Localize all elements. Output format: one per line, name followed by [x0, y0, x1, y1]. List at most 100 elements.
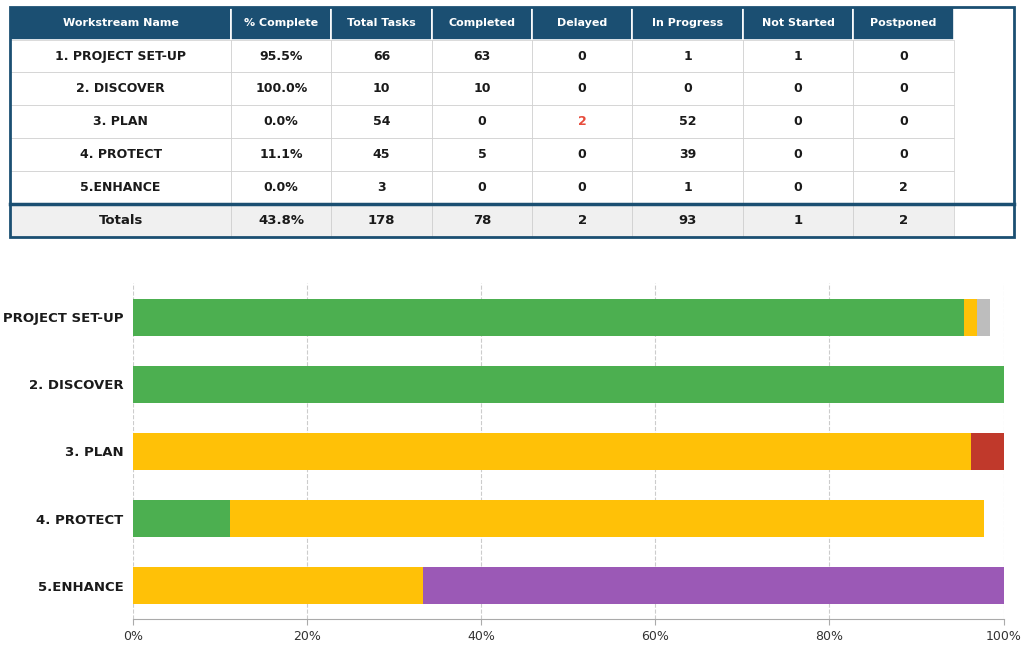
- Text: 0: 0: [794, 115, 803, 129]
- FancyBboxPatch shape: [633, 7, 742, 40]
- Text: 1: 1: [794, 49, 803, 63]
- Text: 52: 52: [679, 115, 696, 129]
- Text: 0: 0: [794, 148, 803, 161]
- FancyBboxPatch shape: [742, 171, 853, 204]
- FancyBboxPatch shape: [332, 7, 432, 40]
- Bar: [133, 299, 964, 335]
- FancyBboxPatch shape: [532, 171, 633, 204]
- Text: 3: 3: [377, 181, 386, 194]
- FancyBboxPatch shape: [633, 138, 742, 171]
- Text: 0: 0: [899, 49, 907, 63]
- FancyBboxPatch shape: [742, 7, 853, 40]
- Text: 2: 2: [578, 115, 587, 129]
- FancyBboxPatch shape: [432, 171, 532, 204]
- FancyBboxPatch shape: [231, 40, 332, 72]
- Text: Completed: Completed: [449, 18, 515, 28]
- Text: Not Started: Not Started: [762, 18, 835, 28]
- FancyBboxPatch shape: [532, 40, 633, 72]
- Text: 10: 10: [473, 82, 490, 96]
- Bar: [423, 567, 1004, 604]
- FancyBboxPatch shape: [532, 72, 633, 105]
- Text: 93: 93: [679, 214, 696, 227]
- Text: Workstream Name: Workstream Name: [62, 18, 178, 28]
- FancyBboxPatch shape: [633, 171, 742, 204]
- Text: 4. PROTECT: 4. PROTECT: [80, 148, 162, 161]
- Text: % Complete: % Complete: [244, 18, 318, 28]
- Text: 43.8%: 43.8%: [258, 214, 304, 227]
- Text: 0: 0: [578, 49, 587, 63]
- FancyBboxPatch shape: [742, 105, 853, 138]
- Text: 66: 66: [373, 49, 390, 63]
- Text: 0: 0: [578, 181, 587, 194]
- Text: 63: 63: [473, 49, 490, 63]
- FancyBboxPatch shape: [10, 105, 231, 138]
- Bar: [133, 500, 229, 537]
- Bar: [133, 433, 972, 470]
- Text: 0: 0: [899, 148, 907, 161]
- FancyBboxPatch shape: [332, 171, 432, 204]
- FancyBboxPatch shape: [432, 105, 532, 138]
- Text: Postponed: Postponed: [870, 18, 937, 28]
- Text: 11.1%: 11.1%: [259, 148, 303, 161]
- FancyBboxPatch shape: [432, 204, 532, 237]
- Text: 54: 54: [373, 115, 390, 129]
- Text: 2: 2: [899, 181, 907, 194]
- Text: 0: 0: [578, 82, 587, 96]
- FancyBboxPatch shape: [853, 105, 953, 138]
- FancyBboxPatch shape: [332, 72, 432, 105]
- Text: Total Tasks: Total Tasks: [347, 18, 416, 28]
- Text: 78: 78: [473, 214, 492, 227]
- FancyBboxPatch shape: [10, 40, 231, 72]
- Text: 39: 39: [679, 148, 696, 161]
- Text: 0: 0: [899, 115, 907, 129]
- FancyBboxPatch shape: [633, 40, 742, 72]
- FancyBboxPatch shape: [853, 40, 953, 72]
- Text: 100.0%: 100.0%: [255, 82, 307, 96]
- Text: 0: 0: [899, 82, 907, 96]
- FancyBboxPatch shape: [10, 7, 231, 40]
- Text: 2: 2: [578, 214, 587, 227]
- Text: Task Progress: Task Progress: [446, 256, 578, 274]
- FancyBboxPatch shape: [332, 105, 432, 138]
- Text: In Progress: In Progress: [652, 18, 723, 28]
- FancyBboxPatch shape: [432, 7, 532, 40]
- FancyBboxPatch shape: [10, 171, 231, 204]
- FancyBboxPatch shape: [853, 204, 953, 237]
- FancyBboxPatch shape: [853, 7, 953, 40]
- Text: 5.ENHANCE: 5.ENHANCE: [81, 181, 161, 194]
- Text: 0: 0: [794, 181, 803, 194]
- Bar: [133, 567, 423, 604]
- FancyBboxPatch shape: [10, 72, 231, 105]
- FancyBboxPatch shape: [633, 204, 742, 237]
- Text: 0: 0: [477, 115, 486, 129]
- Bar: [133, 366, 1004, 403]
- Text: Totals: Totals: [98, 214, 142, 227]
- FancyBboxPatch shape: [633, 105, 742, 138]
- Text: 45: 45: [373, 148, 390, 161]
- Bar: [977, 299, 990, 335]
- Bar: [964, 299, 977, 335]
- Bar: [972, 433, 1004, 470]
- FancyBboxPatch shape: [332, 204, 432, 237]
- FancyBboxPatch shape: [231, 7, 332, 40]
- Text: 1: 1: [683, 49, 692, 63]
- FancyBboxPatch shape: [532, 7, 633, 40]
- Text: 0: 0: [477, 181, 486, 194]
- Text: 0: 0: [683, 82, 692, 96]
- FancyBboxPatch shape: [332, 138, 432, 171]
- FancyBboxPatch shape: [853, 138, 953, 171]
- FancyBboxPatch shape: [853, 171, 953, 204]
- Text: 2. DISCOVER: 2. DISCOVER: [76, 82, 165, 96]
- Text: 1: 1: [794, 214, 803, 227]
- Text: 0.0%: 0.0%: [264, 115, 299, 129]
- FancyBboxPatch shape: [432, 138, 532, 171]
- Text: 178: 178: [368, 214, 395, 227]
- Text: 2: 2: [899, 214, 908, 227]
- Text: 0: 0: [578, 148, 587, 161]
- FancyBboxPatch shape: [532, 138, 633, 171]
- FancyBboxPatch shape: [231, 204, 332, 237]
- FancyBboxPatch shape: [532, 204, 633, 237]
- FancyBboxPatch shape: [10, 204, 231, 237]
- Text: 0.0%: 0.0%: [264, 181, 299, 194]
- FancyBboxPatch shape: [10, 138, 231, 171]
